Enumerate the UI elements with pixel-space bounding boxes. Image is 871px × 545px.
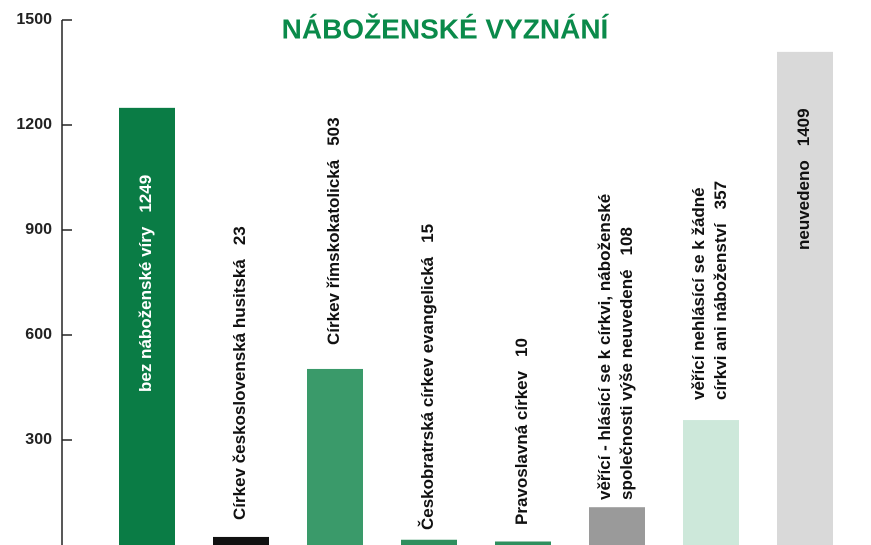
chart-title: NÁBOŽENSKÉ VYZNÁNÍ <box>282 13 610 44</box>
y-tick-label: 300 <box>25 431 52 448</box>
value-label: 503 <box>324 117 343 145</box>
category-label: Českobratrská církev evangelická <box>418 256 437 530</box>
bar <box>401 539 457 545</box>
value-label: 108 <box>617 227 636 255</box>
value-label: 1249 <box>136 175 155 213</box>
value-label: 23 <box>230 226 249 245</box>
value-label: 1409 <box>794 108 813 146</box>
bar-label: věřící nehlásící se k žádné <box>689 187 708 400</box>
bar-label: Českobratrská církev evangelická 15 <box>418 224 437 530</box>
bar <box>213 536 269 545</box>
category-label: věřící - hlásící se k církvi, náboženské <box>595 194 614 500</box>
bar <box>683 420 739 545</box>
bar-label: Církev římskokatolická 503 <box>324 117 343 345</box>
category-label: věřící nehlásící se k žádné <box>689 187 708 400</box>
bar-label: věřící - hlásící se k církvi, náboženské <box>595 194 614 500</box>
bar <box>777 51 833 545</box>
bar <box>589 507 645 545</box>
value-label: 10 <box>512 338 531 357</box>
bar-label: bez náboženské víry 1249 <box>136 175 155 392</box>
category-label: neuvedeno <box>794 160 813 250</box>
category-label: Církev římskokatolická <box>324 159 343 345</box>
category-label: společnosti výše neuvedené <box>617 269 636 500</box>
y-tick-label: 1500 <box>16 11 52 28</box>
bar-label: Církev československá husitská 23 <box>230 226 249 520</box>
y-tick-label: 900 <box>25 221 52 238</box>
category-label: Církev československá husitská <box>230 259 249 520</box>
category-label: Pravoslavná církev <box>512 370 531 525</box>
category-label: církvi ani náboženství <box>711 222 730 400</box>
value-label: 15 <box>418 224 437 243</box>
bar <box>119 107 175 545</box>
bar-label: neuvedeno 1409 <box>794 108 813 250</box>
category-label: bez náboženské víry <box>136 226 155 392</box>
bar <box>307 368 363 545</box>
bar <box>495 541 551 545</box>
y-tick-label: 1200 <box>16 116 52 133</box>
y-tick-label: 600 <box>25 326 52 343</box>
bar-label: společnosti výše neuvedené 108 <box>617 227 636 500</box>
bar-label: Pravoslavná církev 10 <box>512 338 531 525</box>
value-label: 357 <box>711 181 730 209</box>
bar-label: církvi ani náboženství 357 <box>711 181 730 400</box>
